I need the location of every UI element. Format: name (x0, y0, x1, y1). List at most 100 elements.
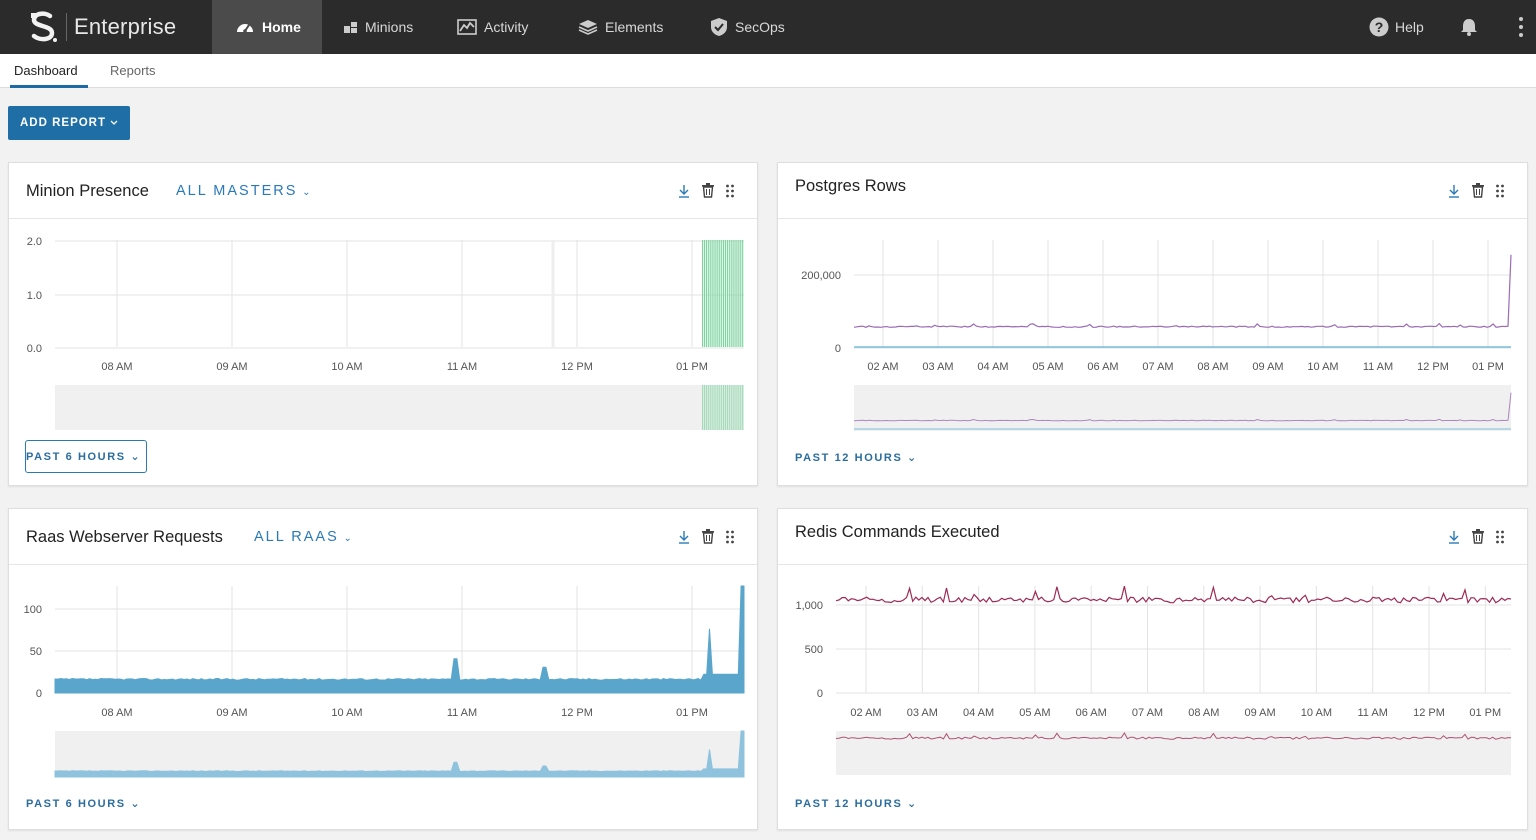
y-tick-label: 50 (30, 646, 42, 658)
nav-secops[interactable]: SecOps (710, 0, 785, 54)
x-tick-label: 02 AM (850, 707, 881, 719)
card-tools (677, 529, 735, 544)
add-report-label: ADD REPORT (19, 117, 107, 129)
card-title: Raas Webserver Requests (26, 528, 223, 546)
nav-minions[interactable]: Minions (344, 0, 413, 54)
brush-presence-bar (734, 385, 736, 430)
x-tick-label: 11 AM (447, 707, 477, 719)
help-link[interactable]: ? Help (1369, 0, 1424, 54)
x-tick-label: 01 PM (1469, 707, 1501, 719)
brush-presence-bar (728, 385, 730, 430)
presence-bar (736, 240, 738, 347)
active-tab-indicator (10, 85, 88, 88)
tab-reports[interactable]: Reports (110, 63, 156, 78)
x-tick-label: 04 AM (977, 361, 1008, 373)
y-tick-label: 0 (36, 688, 42, 700)
add-report-button[interactable]: ADD REPORT (8, 106, 130, 140)
drag-handle-icon[interactable] (1495, 184, 1505, 198)
brush-presence-bar (736, 385, 738, 430)
x-tick-label: 06 AM (1076, 707, 1107, 719)
trash-icon[interactable] (1471, 183, 1485, 198)
brush-presence-bar (702, 385, 704, 430)
masters-filter-dropdown[interactable]: ALL MASTERS ⌄ (176, 183, 313, 199)
brush-presence-bar (707, 385, 709, 430)
redis-commands-chart: 1,000 500 0 02 AM 03 AM 04 AM 05 AM 06 AM 07 AM 0… (795, 585, 1512, 775)
time-range-dropdown[interactable]: PAST 6 HOURS ⌄ (25, 440, 147, 473)
time-range-dropdown[interactable]: PAST 12 HOURS ⌄ (795, 797, 918, 810)
card-header: Raas Webserver Requests ALL RAAS ⌄ (9, 509, 757, 565)
presence-bar (728, 240, 730, 347)
presence-bar (717, 240, 719, 347)
saltstack-logo-icon[interactable] (28, 10, 58, 44)
presence-bar (715, 240, 717, 347)
postgres-rows-chart: 200,000 0 02 AM 03 AM 04 AM 05 AM 06 AM 07 AM 08… (801, 240, 1512, 431)
download-icon[interactable] (677, 530, 691, 544)
presence-bar (711, 240, 713, 347)
brush-background (55, 731, 744, 777)
tab-dashboard[interactable]: Dashboard (14, 63, 78, 78)
presence-bar (730, 240, 732, 347)
drag-handle-icon[interactable] (725, 184, 735, 198)
presence-bar (703, 240, 706, 347)
brush-background (854, 385, 1511, 431)
download-icon[interactable] (677, 184, 691, 198)
presence-bar (738, 240, 740, 347)
trash-icon[interactable] (701, 529, 715, 544)
raas-filter-dropdown[interactable]: ALL RAAS ⌄ (254, 529, 354, 545)
x-tick-label: 09 AM (216, 707, 247, 719)
nav-home-label: Home (262, 19, 301, 35)
brush-presence-bar (717, 385, 719, 430)
more-menu-button[interactable] (1518, 0, 1524, 54)
x-tick-label: 08 AM (101, 707, 132, 719)
chevron-down-icon: ⌄ (297, 187, 313, 198)
help-label: Help (1395, 19, 1424, 35)
brush-presence-bar (738, 385, 740, 430)
brush-presence-bar (719, 385, 721, 430)
vertical-dots-icon (1519, 17, 1523, 37)
nav-activity[interactable]: Activity (457, 0, 528, 54)
y-tick-label: 1,000 (795, 600, 823, 612)
shield-check-icon (711, 18, 727, 36)
presence-bar (740, 240, 742, 347)
x-tick-label: 08 AM (101, 361, 132, 373)
trash-icon[interactable] (1471, 529, 1485, 544)
nav-elements[interactable]: Elements (578, 0, 663, 54)
x-tick-label: 11 AM (1363, 361, 1393, 373)
x-tick-label: 01 PM (676, 361, 708, 373)
time-range-label: PAST 6 HOURS (26, 451, 126, 463)
y-tick-label: 100 (24, 604, 42, 616)
nav-minions-label: Minions (365, 19, 414, 35)
masters-filter-label: ALL MASTERS (176, 183, 298, 199)
time-range-dropdown[interactable]: PAST 6 HOURS ⌄ (26, 797, 141, 810)
x-tick-label: 12 PM (561, 361, 593, 373)
x-tick-label: 11 AM (447, 361, 477, 373)
nav-home[interactable]: Home (212, 0, 322, 54)
download-icon[interactable] (1447, 530, 1461, 544)
brush-presence-bar (742, 385, 744, 430)
brush-presence-bar (715, 385, 717, 430)
download-icon[interactable] (1447, 184, 1461, 198)
brush-presence-bar (726, 385, 728, 430)
x-tick-label: 03 AM (907, 707, 938, 719)
presence-bar (705, 240, 707, 347)
drag-handle-icon[interactable] (1495, 530, 1505, 544)
notifications-button[interactable] (1459, 0, 1479, 54)
minions-blocks-icon (344, 22, 357, 33)
card-header: Postgres Rows (778, 163, 1527, 219)
brush-presence-bar (724, 385, 727, 430)
brush-presence-bar (713, 385, 715, 430)
brush-background (55, 385, 744, 430)
dashboard-gauge-icon (237, 24, 253, 33)
x-tick-label: 12 PM (1413, 707, 1445, 719)
y-tick-label: 500 (805, 644, 823, 656)
time-range-label: PAST 12 HOURS (795, 452, 903, 464)
drag-handle-icon[interactable] (725, 530, 735, 544)
presence-bar (707, 240, 709, 347)
presence-bar (709, 240, 711, 347)
trash-icon[interactable] (701, 183, 715, 198)
card-title: Redis Commands Executed (795, 523, 1000, 541)
x-tick-label: 03 AM (922, 361, 953, 373)
time-range-dropdown[interactable]: PAST 12 HOURS ⌄ (795, 451, 918, 464)
presence-bar (702, 240, 704, 347)
brush-requests-area (54, 730, 745, 778)
